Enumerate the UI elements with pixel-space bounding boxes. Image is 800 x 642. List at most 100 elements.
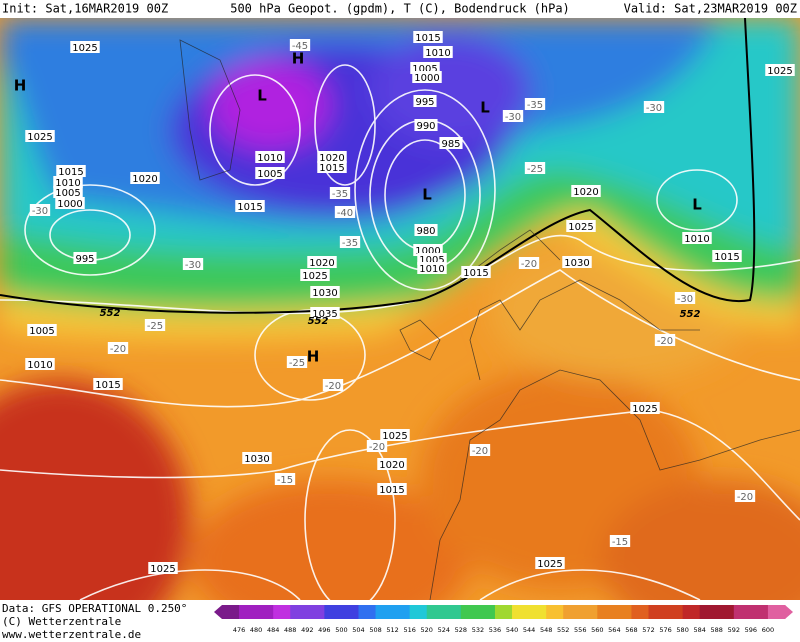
colorbar-label: 532 xyxy=(472,626,484,634)
temperature-label: -20 xyxy=(472,446,488,457)
colorbar-label: 548 xyxy=(540,626,552,634)
colorbar-swatch xyxy=(563,605,581,619)
isobar-label-group: 1020 xyxy=(307,256,337,269)
isobar-label-group: 990 xyxy=(414,119,438,132)
temperature-label: -20 xyxy=(521,259,537,270)
isobar-label-box xyxy=(27,324,57,336)
colorbar-label: 584 xyxy=(693,626,705,634)
temperature-label-group: -25 xyxy=(286,356,308,369)
isobar-label-group: 1015 xyxy=(377,483,407,496)
height-label: 552 xyxy=(308,316,329,327)
colorbar-swatch xyxy=(426,605,445,619)
isobar-label-group: 1020 xyxy=(130,172,160,185)
isobar-label-group: 1005 xyxy=(27,324,57,337)
isobar-label-group: 1015 xyxy=(461,266,491,279)
colorbar-label: 560 xyxy=(591,626,603,634)
isobar-label: 1025 xyxy=(150,564,175,575)
colorbar-swatch xyxy=(716,605,735,619)
isobar-label-box xyxy=(25,358,55,370)
colorbar-label: 568 xyxy=(625,626,637,634)
isobar-label-group: 1015 xyxy=(56,165,86,178)
colorbar-swatch xyxy=(767,605,786,619)
isobar-label: 1010 xyxy=(55,178,80,189)
isobar-label: 1010 xyxy=(684,234,709,245)
colorbar-swatch xyxy=(443,605,462,619)
temperature-label-group: -30 xyxy=(502,110,524,123)
temperature-label-box xyxy=(322,379,344,391)
isobar-label-group: 995 xyxy=(413,95,437,108)
temperature-label: -35 xyxy=(527,100,543,111)
pressure-center: L xyxy=(422,186,432,204)
isobar-label-box xyxy=(25,130,55,142)
colorbar-label: 528 xyxy=(455,626,467,634)
temperature-label: -20 xyxy=(369,442,385,453)
colorbar-swatch xyxy=(512,605,530,619)
colorbar-swatch xyxy=(290,605,308,619)
temperature-label-box xyxy=(609,535,631,547)
temperature-label-group: -20 xyxy=(518,257,540,270)
temperature-label-box xyxy=(674,292,696,304)
isobar-label: 995 xyxy=(415,97,434,108)
isobar-label-group: 1025 xyxy=(765,64,795,77)
isobar-label-group: 1005 xyxy=(255,167,285,180)
isobar-label-group: 980 xyxy=(414,224,438,237)
isobar-label-group: 1025 xyxy=(535,557,565,570)
data-source: Data: GFS OPERATIONAL 0.250° xyxy=(2,602,187,615)
website: www.wetterzentrale.de xyxy=(2,628,141,641)
colorbar-swatch xyxy=(460,605,479,619)
isobar-label-group: 1015 xyxy=(93,378,123,391)
isobar-label-box xyxy=(93,378,123,390)
isobar-label: 1005 xyxy=(29,326,54,337)
colorbar-label: 492 xyxy=(301,626,313,634)
colorbar-label: 524 xyxy=(438,626,450,634)
temperature-label-box xyxy=(654,334,676,346)
temperature-label-group: -20 xyxy=(107,342,129,355)
isobar-label-group: 1010 xyxy=(417,262,447,275)
temperature-label: -30 xyxy=(677,294,693,305)
temperature-label-group: -25 xyxy=(144,319,166,332)
isobar-label-group: 1025 xyxy=(300,269,330,282)
isobar-label-box xyxy=(300,269,330,281)
isobar-label-box xyxy=(73,252,97,264)
isobar-label-group: 1025 xyxy=(566,220,596,233)
colorbar-swatch xyxy=(699,605,718,619)
colorbar-swatch xyxy=(256,605,274,619)
isobar-label-group: 1010 xyxy=(423,46,453,59)
pressure-center: H xyxy=(292,50,305,68)
isobar-label: 1025 xyxy=(72,43,97,54)
isobar-label-group: 1030 xyxy=(310,286,340,299)
colorbar-swatch xyxy=(614,605,632,619)
isobar-label-group: 1000 xyxy=(55,197,85,210)
temperature-label-box xyxy=(366,440,388,452)
isobar-label-box xyxy=(414,224,438,236)
temperature-label-box xyxy=(144,319,166,331)
temperature-label-group: -30 xyxy=(182,258,204,271)
temperature-label-box xyxy=(107,342,129,354)
colorbar-label: 588 xyxy=(711,626,723,634)
colorbar-swatch xyxy=(375,605,394,619)
isobar-label-group: 1000 xyxy=(412,71,442,84)
pressure-center: L xyxy=(480,99,490,117)
isobar-label-group: 1025 xyxy=(380,429,410,442)
isobar-label-box xyxy=(571,185,601,197)
isobar-label-box xyxy=(566,220,596,232)
temperature-label-group: -20 xyxy=(469,444,491,457)
temperature-label-box xyxy=(329,187,351,199)
colorbar-right-arrow xyxy=(785,605,793,619)
isobar-label-box xyxy=(310,286,340,298)
colorbar-swatch xyxy=(580,605,598,619)
isobar-label: 1020 xyxy=(573,187,598,198)
colorbar-label: 600 xyxy=(762,626,774,634)
colorbar-swatch xyxy=(222,605,240,619)
isobar-label: 1035 xyxy=(312,309,337,320)
init-time: Init: Sat,16MAR2019 00Z xyxy=(2,2,168,16)
temperature-label-box xyxy=(469,444,491,456)
temperature-label: -35 xyxy=(332,189,348,200)
colorbar-swatch xyxy=(546,605,564,619)
isobar-label-group: 1010 xyxy=(53,176,83,189)
temperature-label-box xyxy=(734,490,756,502)
copyright: (C) Wetterzentrale xyxy=(2,615,121,628)
colorbar-label: 556 xyxy=(574,626,586,634)
isobar-label: 1015 xyxy=(463,268,488,279)
isobar-label-group: 1010 xyxy=(255,151,285,164)
